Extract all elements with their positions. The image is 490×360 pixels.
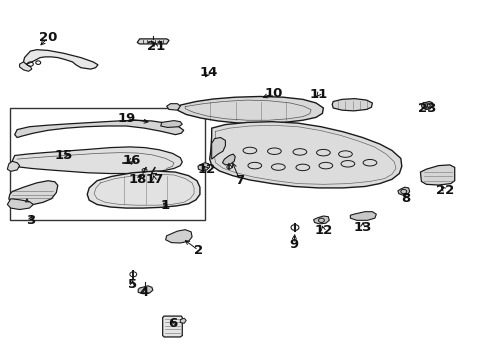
- Polygon shape: [198, 163, 210, 171]
- Polygon shape: [177, 96, 323, 124]
- Polygon shape: [87, 171, 200, 208]
- Polygon shape: [314, 216, 329, 224]
- Polygon shape: [332, 99, 372, 111]
- Text: 16: 16: [122, 154, 141, 167]
- Text: 2: 2: [194, 244, 203, 257]
- Text: 22: 22: [436, 184, 454, 197]
- Polygon shape: [421, 102, 432, 109]
- Bar: [10, 108, 205, 220]
- Polygon shape: [212, 138, 225, 159]
- Text: 5: 5: [128, 278, 137, 291]
- Text: 14: 14: [199, 66, 218, 79]
- Text: 11: 11: [309, 88, 328, 101]
- Text: 10: 10: [264, 87, 283, 100]
- Text: 20: 20: [39, 31, 57, 44]
- Text: 18: 18: [129, 173, 147, 186]
- Polygon shape: [166, 230, 192, 243]
- Polygon shape: [420, 165, 455, 185]
- Polygon shape: [210, 122, 402, 188]
- Polygon shape: [138, 286, 153, 294]
- Polygon shape: [9, 181, 58, 205]
- Text: 19: 19: [117, 112, 136, 125]
- Text: 6: 6: [168, 317, 177, 330]
- Polygon shape: [7, 161, 20, 171]
- Polygon shape: [180, 318, 186, 323]
- Polygon shape: [24, 50, 98, 69]
- Text: 8: 8: [401, 192, 410, 204]
- Text: 21: 21: [147, 40, 165, 53]
- Polygon shape: [167, 104, 180, 110]
- Polygon shape: [163, 316, 182, 337]
- Text: 3: 3: [26, 214, 35, 227]
- Polygon shape: [12, 147, 182, 174]
- Polygon shape: [398, 187, 410, 195]
- Polygon shape: [222, 154, 235, 165]
- Text: 12: 12: [314, 224, 333, 237]
- Text: 1: 1: [161, 199, 170, 212]
- Polygon shape: [15, 120, 184, 138]
- Text: 15: 15: [54, 149, 73, 162]
- Text: 7: 7: [236, 174, 245, 187]
- Polygon shape: [161, 121, 182, 127]
- Text: 23: 23: [418, 102, 437, 114]
- Polygon shape: [7, 199, 33, 210]
- Text: 17: 17: [145, 173, 164, 186]
- Text: 4: 4: [140, 286, 149, 299]
- Polygon shape: [20, 62, 32, 71]
- Polygon shape: [350, 212, 376, 220]
- Polygon shape: [137, 39, 169, 44]
- Text: 12: 12: [197, 163, 216, 176]
- Text: 9: 9: [290, 238, 298, 251]
- Text: 13: 13: [353, 221, 372, 234]
